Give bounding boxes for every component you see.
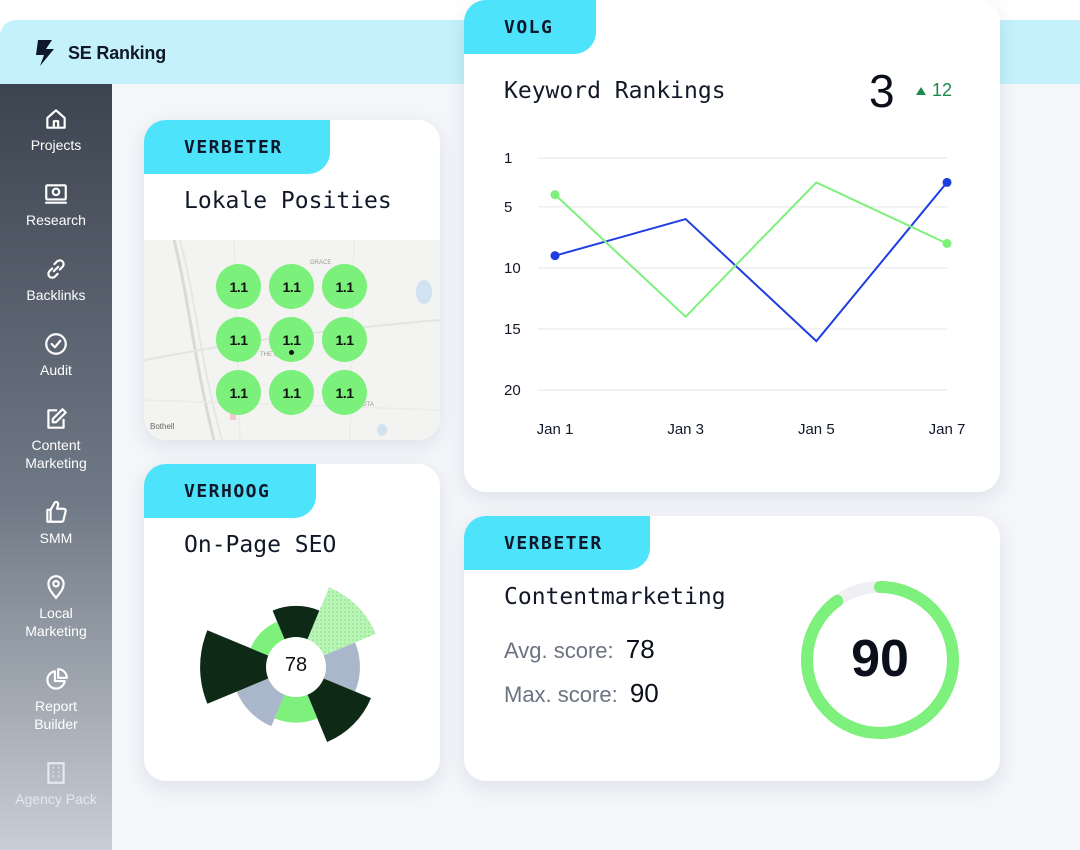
series-point[interactable] — [550, 190, 560, 200]
se-ranking-logo-icon — [36, 40, 54, 66]
location-dot — [289, 350, 294, 355]
sidebar-item-research[interactable]: Research — [0, 181, 112, 229]
check-circle-icon — [45, 333, 67, 355]
y-tick-label: 20 — [504, 382, 521, 399]
card-tag: VERBETER — [464, 516, 650, 570]
rose-segment — [296, 642, 360, 692]
y-tick-label: 5 — [504, 199, 512, 216]
sidebar-item-label: Content — [31, 437, 81, 453]
avg-score-label: Avg. score: — [504, 638, 614, 663]
x-tick-label: Jan 5 — [798, 421, 835, 438]
pie-chart-icon — [46, 668, 68, 690]
sidebar-item-audit[interactable]: Audit — [0, 331, 112, 379]
gauge-value: 90 — [851, 630, 909, 688]
sidebar-item-label: Projects — [30, 137, 82, 153]
sidebar-item-label: Report — [34, 698, 78, 714]
sidebar-item-label: Marketing — [25, 455, 87, 471]
series-point[interactable] — [942, 238, 952, 248]
rose-segment — [200, 630, 296, 704]
max-score-label: Max. score: — [504, 682, 618, 707]
map-label: OTA — [362, 402, 374, 408]
card-title: Contentmarketing — [504, 584, 726, 610]
map-pin-icon — [47, 575, 65, 600]
sidebar-item-label: Marketing — [25, 623, 87, 639]
map-label: THE WE — [260, 352, 284, 358]
card-tag: VERBETER — [144, 120, 330, 174]
sidebar-item-content-marketing[interactable]: Content Marketing — [0, 406, 112, 472]
series-point[interactable] — [942, 177, 952, 187]
gauge-arc — [801, 581, 959, 739]
home-icon — [46, 109, 66, 129]
ranking-delta: 12 — [916, 80, 952, 101]
sidebar-item-projects[interactable]: Projects — [0, 106, 112, 154]
sidebar-item-smm[interactable]: SMM — [0, 499, 112, 547]
rank-pin[interactable]: 1.1 — [269, 264, 314, 309]
sidebar-item-label: Builder — [34, 716, 78, 732]
rank-pin[interactable]: 1.1 — [322, 264, 367, 309]
max-score: Max. score: 90 — [504, 678, 659, 709]
content-marketing-card: VERBETER Contentmarketing Avg. score: 78… — [464, 516, 1000, 781]
rank-pin[interactable]: 1.1 — [269, 317, 314, 362]
sidebar-item-backlinks[interactable]: Backlinks — [0, 256, 112, 304]
sidebar-item-label: Backlinks — [26, 287, 86, 303]
monitor-search-icon — [45, 184, 67, 204]
x-tick-label: Jan 1 — [537, 421, 574, 438]
sidebar-item-report-builder[interactable]: Report Builder — [0, 667, 112, 733]
sidebar: Projects Research Backlinks Audit Conten… — [0, 84, 112, 850]
arrow-up-icon — [916, 86, 926, 95]
ranking-value: 3 — [869, 65, 895, 117]
content-score-gauge[interactable] — [795, 575, 965, 745]
sidebar-item-label: Research — [26, 212, 86, 228]
rank-pin[interactable]: 1.1 — [216, 370, 261, 415]
avg-score: Avg. score: 78 — [504, 634, 655, 665]
local-positions-card: VERBETER Lokale Posities Bothell GRACE T… — [144, 120, 440, 440]
sidebar-item-label: Audit — [40, 362, 72, 378]
card-title: Lokale Posities — [184, 188, 392, 214]
card-title: On-Page SEO — [184, 532, 337, 558]
sidebar-item-label: SMM — [39, 530, 73, 546]
card-tag: VERHOOG — [144, 464, 316, 518]
rank-pin[interactable]: 1.1 — [322, 317, 367, 362]
card-tag: VOLG — [464, 0, 596, 54]
thumbs-up-icon — [46, 500, 67, 523]
keyword-rankings-card: VOLG Keyword Rankings 3 12 1 5 10 15 20 Jan 1… — [464, 0, 1000, 492]
local-map[interactable]: Bothell GRACE THE WE OTA 1.1 1.1 1.1 1.1… — [144, 240, 440, 440]
map-label: GRACE — [310, 260, 332, 266]
y-tick-label: 1 — [504, 150, 512, 167]
sidebar-item-label: Local — [39, 605, 73, 621]
sidebar-item-local-marketing[interactable]: Local Marketing — [0, 574, 112, 640]
onpage-score: 78 — [284, 654, 308, 676]
rose-center — [266, 637, 326, 697]
rank-pin[interactable]: 1.1 — [216, 264, 261, 309]
series-line[interactable] — [554, 181, 948, 343]
edit-icon — [47, 408, 67, 429]
x-tick-label: Jan 7 — [929, 421, 966, 438]
rank-pin[interactable]: 1.1 — [216, 317, 261, 362]
y-tick-label: 15 — [504, 321, 521, 338]
brand-logo[interactable]: SE Ranking — [32, 38, 166, 68]
avg-score-value: 78 — [625, 634, 655, 664]
series-point[interactable] — [550, 251, 560, 261]
map-label: Bothell — [150, 422, 175, 431]
y-tick-label: 10 — [504, 260, 521, 277]
sidebar-item-agency-pack[interactable]: Agency Pack — [0, 760, 112, 808]
sidebar-item-label: Agency Pack — [15, 791, 97, 807]
rank-pin[interactable]: 1.1 — [322, 370, 367, 415]
ranking-delta-value: 12 — [932, 80, 953, 100]
link-icon — [47, 259, 65, 279]
x-tick-label: Jan 3 — [667, 421, 704, 438]
card-title: Keyword Rankings — [504, 78, 726, 104]
onpage-seo-card: VERHOOG On-Page SEO 78 — [144, 464, 440, 781]
rank-pin[interactable]: 1.1 — [269, 370, 314, 415]
onpage-rose-chart[interactable] — [144, 464, 440, 781]
brand-name: SE Ranking — [68, 42, 167, 63]
rose-segment — [272, 605, 320, 667]
max-score-value: 90 — [629, 678, 659, 708]
building-icon — [47, 762, 65, 784]
series-line[interactable] — [554, 181, 948, 319]
